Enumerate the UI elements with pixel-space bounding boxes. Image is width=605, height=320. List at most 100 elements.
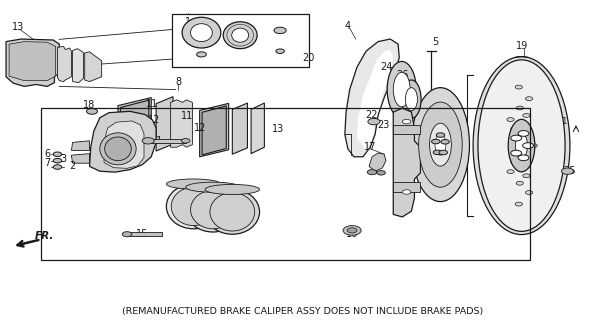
Text: 14: 14 bbox=[485, 140, 497, 150]
Bar bbox=[127, 232, 162, 236]
Circle shape bbox=[523, 114, 530, 117]
Ellipse shape bbox=[508, 119, 535, 172]
Text: 12: 12 bbox=[148, 115, 160, 125]
Polygon shape bbox=[357, 50, 393, 150]
Circle shape bbox=[377, 171, 385, 175]
Ellipse shape bbox=[473, 57, 570, 235]
Circle shape bbox=[507, 170, 514, 173]
Text: 6: 6 bbox=[44, 149, 50, 159]
Circle shape bbox=[368, 118, 380, 125]
Ellipse shape bbox=[182, 17, 221, 48]
Circle shape bbox=[431, 139, 440, 144]
Ellipse shape bbox=[205, 184, 260, 195]
Text: 16: 16 bbox=[346, 229, 358, 239]
Polygon shape bbox=[118, 98, 151, 155]
Circle shape bbox=[511, 160, 518, 164]
Circle shape bbox=[367, 170, 377, 175]
Circle shape bbox=[511, 127, 518, 131]
Circle shape bbox=[561, 168, 574, 174]
Polygon shape bbox=[393, 108, 420, 217]
Polygon shape bbox=[104, 121, 144, 168]
Ellipse shape bbox=[100, 133, 136, 165]
Circle shape bbox=[526, 191, 533, 195]
Circle shape bbox=[530, 144, 537, 148]
Polygon shape bbox=[393, 182, 420, 192]
Ellipse shape bbox=[478, 60, 565, 231]
Polygon shape bbox=[171, 100, 192, 147]
Polygon shape bbox=[73, 49, 83, 83]
Text: 24: 24 bbox=[380, 62, 392, 72]
Circle shape bbox=[347, 228, 357, 233]
Text: 5: 5 bbox=[433, 36, 439, 47]
Circle shape bbox=[402, 190, 411, 194]
Ellipse shape bbox=[393, 72, 410, 107]
Circle shape bbox=[516, 181, 523, 185]
Text: 12: 12 bbox=[194, 123, 206, 133]
Ellipse shape bbox=[435, 134, 446, 155]
Circle shape bbox=[197, 52, 206, 57]
Text: 26: 26 bbox=[396, 70, 408, 80]
Circle shape bbox=[515, 202, 523, 206]
Polygon shape bbox=[369, 153, 386, 171]
Text: 22: 22 bbox=[365, 110, 378, 120]
Polygon shape bbox=[57, 46, 71, 82]
Bar bbox=[148, 139, 186, 143]
Ellipse shape bbox=[186, 187, 240, 232]
Ellipse shape bbox=[419, 102, 462, 187]
Text: B-21: B-21 bbox=[548, 117, 567, 126]
Circle shape bbox=[53, 158, 62, 163]
Ellipse shape bbox=[411, 88, 469, 202]
Circle shape bbox=[511, 135, 522, 141]
Circle shape bbox=[87, 108, 97, 114]
Circle shape bbox=[276, 49, 284, 53]
Text: (REMANUFACTURED BRAKE CALIPER ASSY DOES NOT INCLUDE BRAKE PADS): (REMANUFACTURED BRAKE CALIPER ASSY DOES … bbox=[122, 307, 483, 316]
Ellipse shape bbox=[210, 193, 255, 231]
Text: 21: 21 bbox=[150, 136, 162, 146]
Circle shape bbox=[507, 118, 514, 122]
Text: 18: 18 bbox=[83, 100, 96, 110]
Circle shape bbox=[523, 174, 530, 178]
Circle shape bbox=[439, 150, 448, 155]
Ellipse shape bbox=[387, 61, 416, 118]
Circle shape bbox=[518, 155, 529, 161]
Circle shape bbox=[526, 97, 533, 100]
Ellipse shape bbox=[186, 182, 240, 192]
Text: 13: 13 bbox=[12, 22, 24, 32]
Circle shape bbox=[441, 140, 450, 144]
Text: 3: 3 bbox=[60, 154, 67, 164]
Text: 1: 1 bbox=[185, 17, 191, 28]
Text: 8: 8 bbox=[175, 76, 182, 87]
Circle shape bbox=[518, 131, 529, 136]
Text: 11: 11 bbox=[182, 111, 194, 121]
Polygon shape bbox=[71, 141, 90, 150]
Circle shape bbox=[182, 139, 190, 143]
Ellipse shape bbox=[166, 179, 221, 189]
Circle shape bbox=[515, 85, 523, 89]
Ellipse shape bbox=[232, 28, 249, 42]
Polygon shape bbox=[251, 103, 264, 154]
Polygon shape bbox=[200, 103, 229, 157]
Bar bbox=[41, 108, 530, 260]
Polygon shape bbox=[393, 125, 420, 134]
Text: 19: 19 bbox=[516, 41, 528, 52]
Text: 2: 2 bbox=[70, 161, 76, 172]
Text: 15: 15 bbox=[136, 229, 148, 239]
Circle shape bbox=[343, 226, 361, 235]
Polygon shape bbox=[90, 111, 156, 172]
Text: FR.: FR. bbox=[35, 231, 54, 241]
Circle shape bbox=[433, 150, 442, 155]
Text: 7: 7 bbox=[44, 157, 50, 168]
Text: 17: 17 bbox=[364, 142, 376, 152]
Circle shape bbox=[122, 232, 132, 237]
Polygon shape bbox=[345, 39, 399, 157]
Circle shape bbox=[402, 119, 411, 124]
Text: 25: 25 bbox=[564, 166, 576, 176]
Circle shape bbox=[53, 152, 62, 156]
Text: 13: 13 bbox=[272, 124, 284, 134]
Circle shape bbox=[53, 165, 62, 169]
Circle shape bbox=[526, 144, 533, 148]
Circle shape bbox=[436, 133, 445, 137]
Ellipse shape bbox=[223, 22, 257, 49]
Text: 23: 23 bbox=[378, 120, 390, 131]
Ellipse shape bbox=[191, 24, 212, 42]
